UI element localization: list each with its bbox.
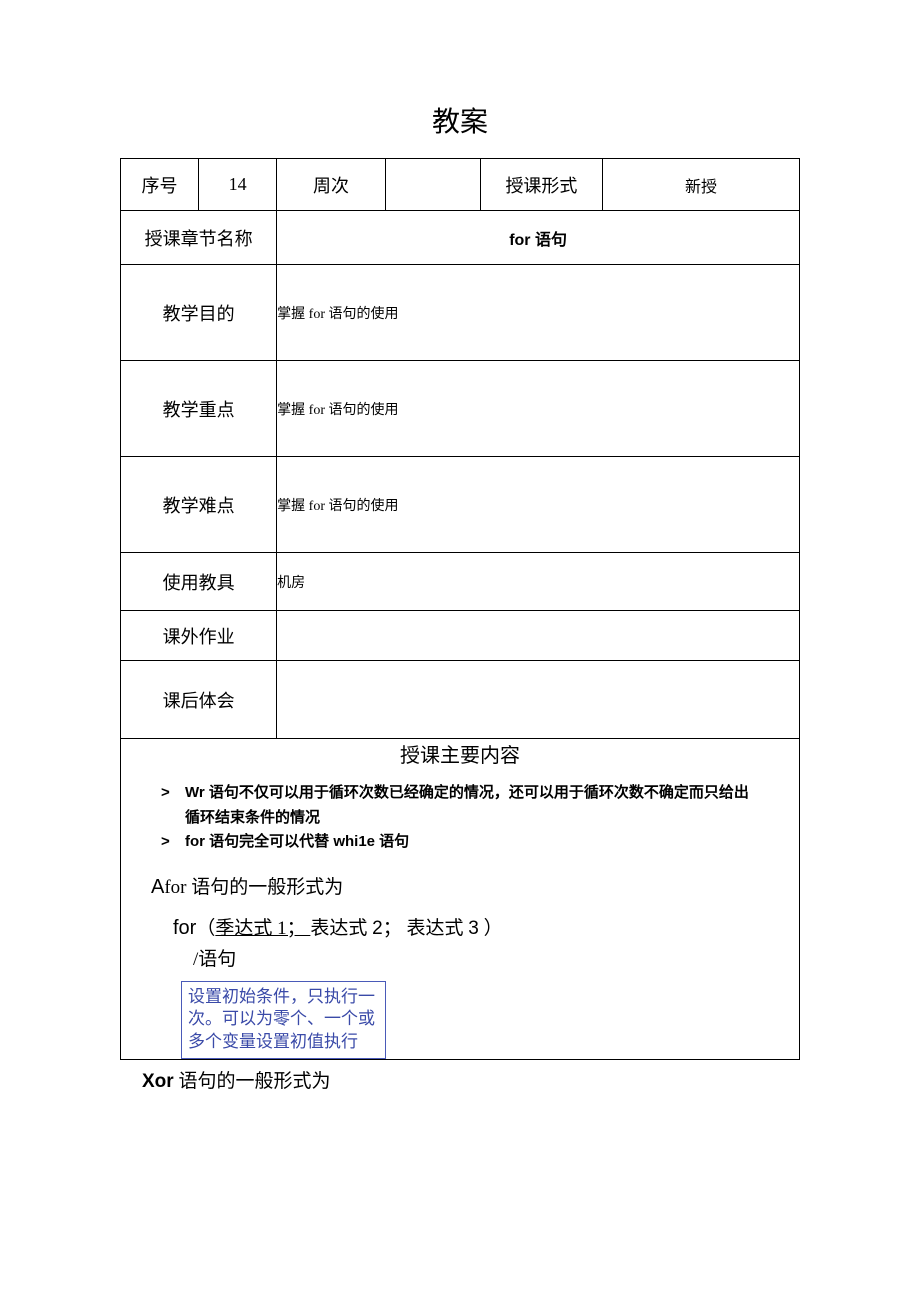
homework-row: 课外作业 (121, 611, 800, 661)
blue-l3: 多个变量设置初值执行 (188, 1031, 379, 1054)
form-value-cell: 新授 (603, 159, 800, 211)
seq-label: 序号 (142, 176, 178, 196)
goal-label-cell: 教学目的 (121, 265, 277, 361)
bullet-mark-2: > (161, 831, 185, 854)
seq-label-cell: 序号 (121, 159, 199, 211)
chapter-row: 授课章节名称 for 语句 (121, 211, 800, 265)
focus-label: 教学重点 (163, 400, 235, 420)
section-a: Afor 语句的一般形式为 (151, 872, 799, 899)
form-value: 新授 (685, 179, 717, 196)
blue-l1: 设置初始条件，只执行一 (188, 986, 379, 1009)
goal-value-cell: 掌握 for 语句的使用 (277, 265, 800, 361)
difficulty-label-cell: 教学难点 (121, 457, 277, 553)
doc-title: 教案 (120, 100, 800, 140)
focus-value: 掌握 for 语句的使用 (277, 403, 398, 418)
reflection-value-cell (277, 661, 800, 739)
bullet-1: > Wr 语句不仅可以用于循环次数已经确定的情况，还可以用于循环次数不确定而只给… (161, 782, 799, 805)
reflection-label: 课后体会 (163, 691, 235, 711)
a-lead: A (151, 876, 164, 898)
reflection-row: 课后体会 (121, 661, 800, 739)
content-heading: 授课主要内容 (121, 739, 799, 768)
bullet-2-text: for 语句完全可以代替 whi1e 语句 (185, 831, 799, 854)
goal-value: 掌握 for 语句的使用 (277, 307, 398, 322)
form-label-cell: 授课形式 (480, 159, 602, 211)
reflection-label-cell: 课后体会 (121, 661, 277, 739)
for-expr1: 季达式 1； (215, 918, 310, 939)
bullet-1-text-line1: Wr 语句不仅可以用于循环次数已经确定的情况，还可以用于循环次数不确定而只给出 (185, 782, 799, 805)
blue-l2: 次。可以为零个、一个或 (188, 1008, 379, 1031)
for-open: （ (196, 918, 215, 939)
content-cell: 授课主要内容 > Wr 语句不仅可以用于循环次数已经确定的情况，还可以用于循环次… (121, 739, 800, 1060)
week-label-cell: 周次 (277, 159, 386, 211)
xor-word: Xor (142, 1071, 174, 1092)
for-sep2: ； 表达式 (383, 918, 469, 939)
bullet-2: > for 语句完全可以代替 whi1e 语句 (161, 831, 799, 854)
goal-label: 教学目的 (163, 304, 235, 324)
form-label: 授课形式 (505, 176, 577, 196)
chapter-label: 授课章节名称 (145, 229, 253, 249)
difficulty-label: 教学难点 (163, 496, 235, 516)
week-value-cell (385, 159, 480, 211)
tools-label-cell: 使用教具 (121, 553, 277, 611)
focus-row: 教学重点 掌握 for 语句的使用 (121, 361, 800, 457)
seq-value: 14 (229, 174, 247, 194)
for-close: ） (479, 918, 503, 939)
a-text: for 语句的一般形式为 (164, 877, 343, 898)
homework-value-cell (277, 611, 800, 661)
after-table-line: Xor 语句的一般形式为 (142, 1066, 800, 1093)
xor-rest: 语句的一般形式为 (174, 1071, 331, 1092)
goal-row: 教学目的 掌握 for 语句的使用 (121, 265, 800, 361)
focus-label-cell: 教学重点 (121, 361, 277, 457)
chapter-value: for 语句 (509, 232, 567, 249)
difficulty-row: 教学难点 掌握 for 语句的使用 (121, 457, 800, 553)
tools-value-cell: 机房 (277, 553, 800, 611)
header-row: 序号 14 周次 授课形式 新授 (121, 159, 800, 211)
for-expr2: 表达式 (310, 918, 372, 939)
difficulty-value: 掌握 for 语句的使用 (277, 499, 398, 514)
bullet-list: > Wr 语句不仅可以用于循环次数已经确定的情况，还可以用于循环次数不确定而只给… (121, 782, 799, 854)
tools-row: 使用教具 机房 (121, 553, 800, 611)
bullet-1-text-line2: 循环结束条件的情况 (161, 807, 799, 830)
for-keyword: for (173, 917, 196, 939)
focus-value-cell: 掌握 for 语句的使用 (277, 361, 800, 457)
seq-value-cell: 14 (199, 159, 277, 211)
tools-value: 机房 (277, 576, 305, 591)
for-num2: 2 (372, 918, 383, 939)
week-label: 周次 (313, 176, 349, 196)
content-row: 授课主要内容 > Wr 语句不仅可以用于循环次数已经确定的情况，还可以用于循环次… (121, 739, 800, 1060)
blue-note-box: 设置初始条件，只执行一 次。可以为零个、一个或 多个变量设置初值执行 (181, 981, 386, 1060)
homework-label: 课外作业 (163, 627, 235, 647)
chapter-value-cell: for 语句 (277, 211, 800, 265)
chapter-label-cell: 授课章节名称 (121, 211, 277, 265)
bullet-mark-1: > (161, 782, 185, 805)
tools-label: 使用教具 (163, 573, 235, 593)
for-syntax-line: for（季达式 1； 表达式 2； 表达式 3 ） (173, 913, 799, 940)
homework-label-cell: 课外作业 (121, 611, 277, 661)
for-num3: 3 (468, 918, 479, 939)
difficulty-value-cell: 掌握 for 语句的使用 (277, 457, 800, 553)
stmt-line: /语句 (193, 944, 799, 971)
lesson-table: 序号 14 周次 授课形式 新授 授课章节名称 for 语句 教学目的 掌握 f… (120, 158, 800, 1060)
